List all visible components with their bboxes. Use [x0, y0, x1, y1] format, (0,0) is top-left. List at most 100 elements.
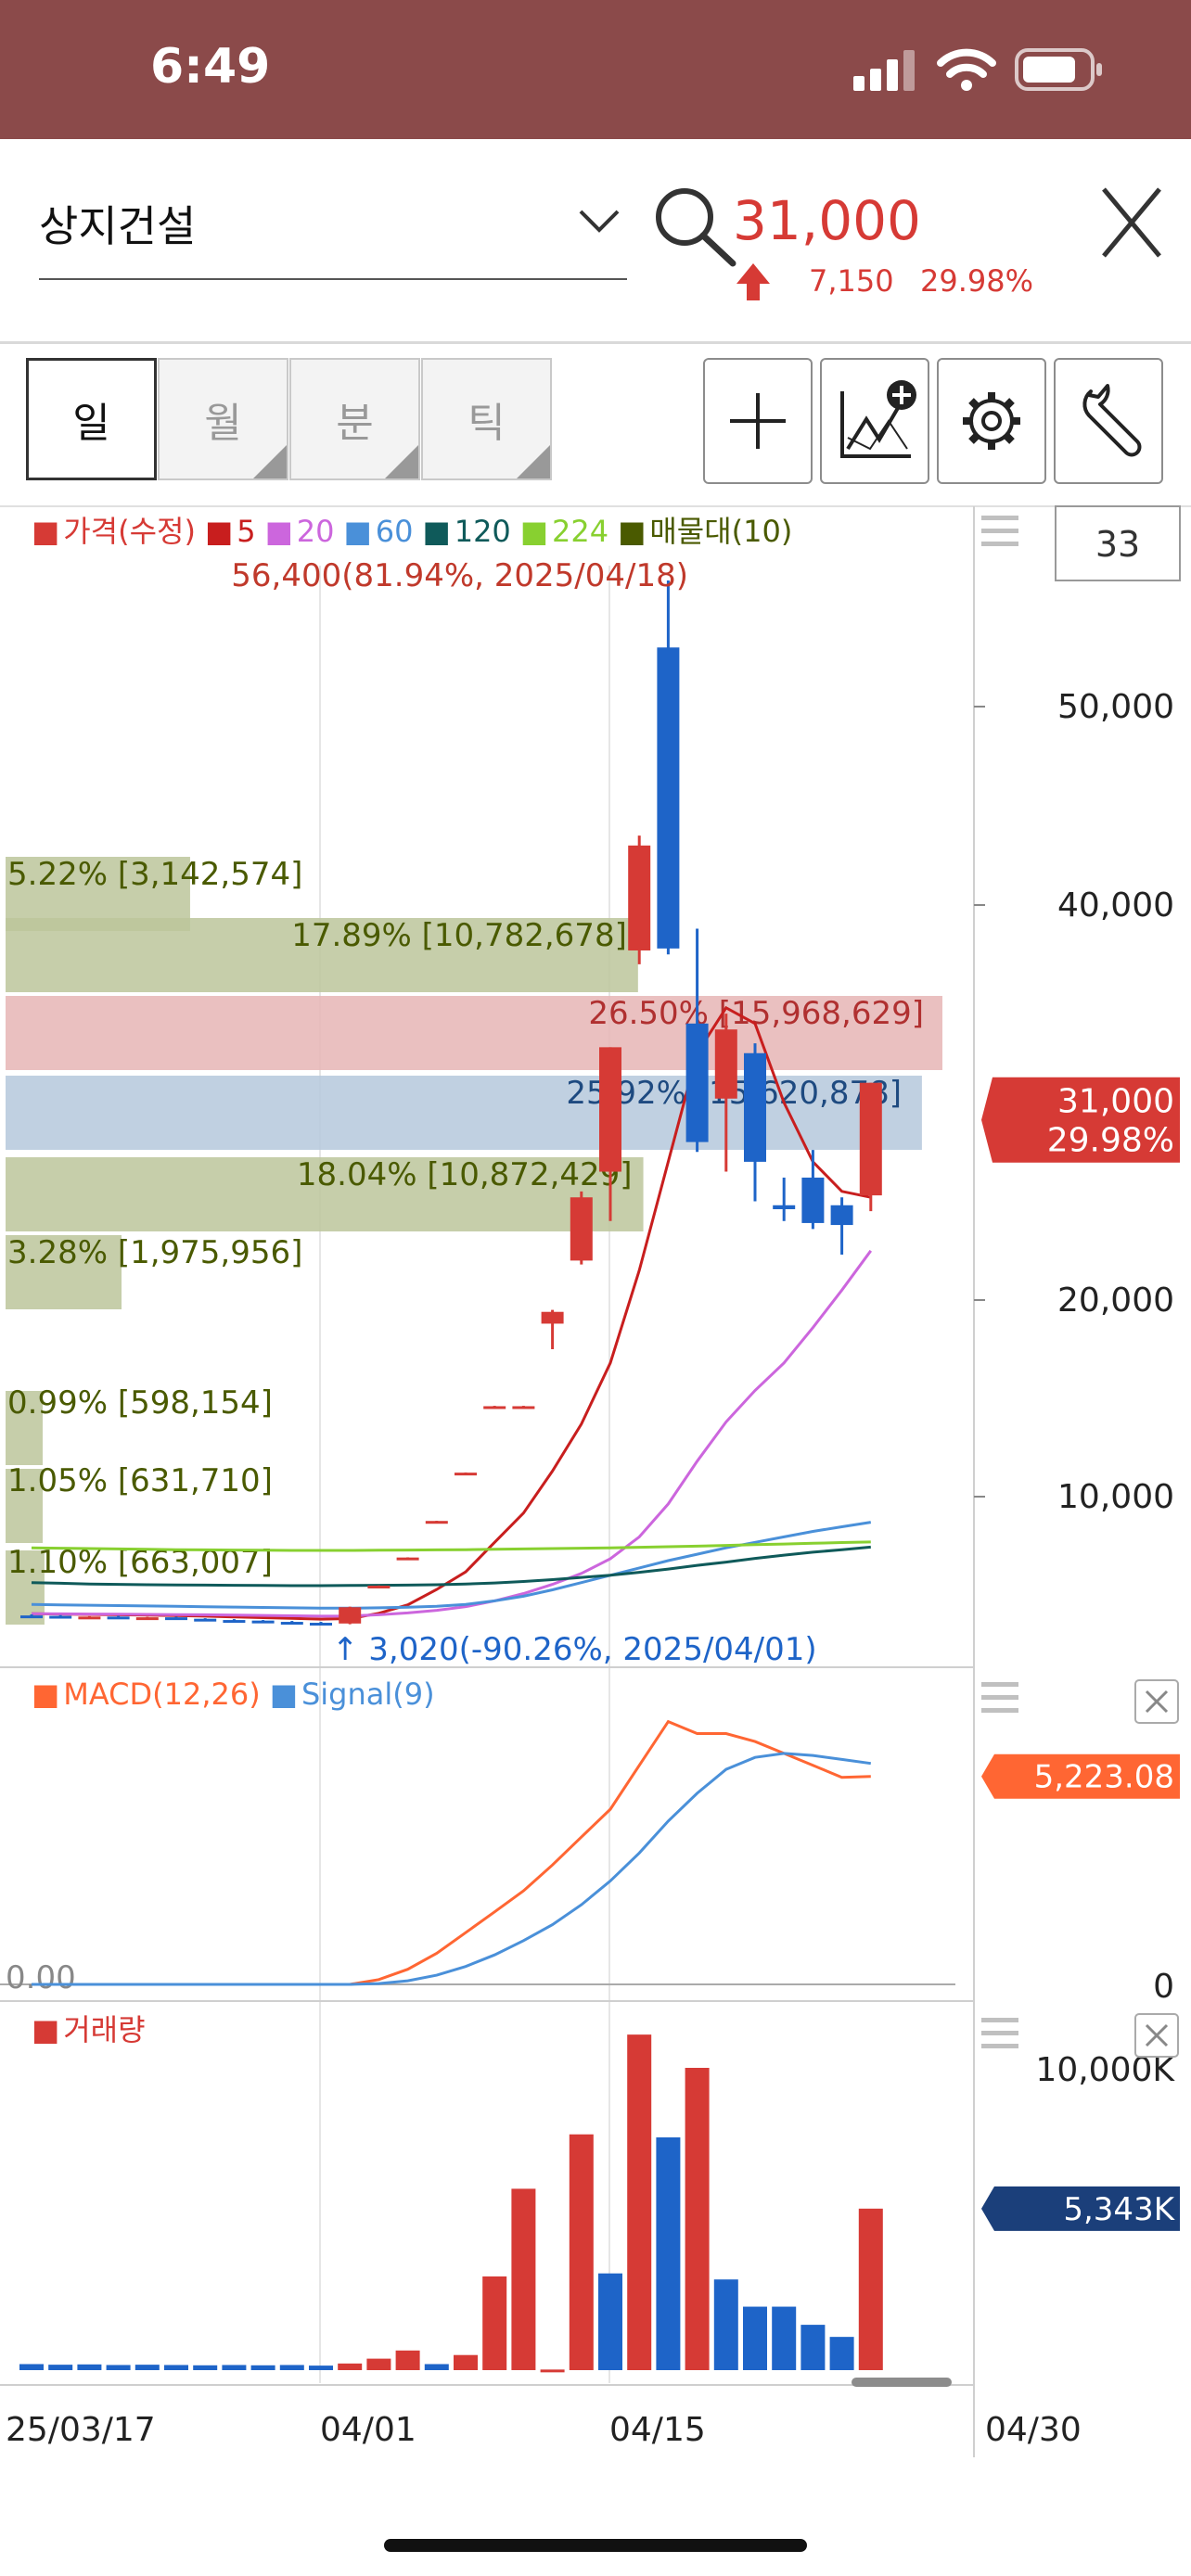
search-icon[interactable]: [651, 185, 740, 269]
volume-bar: [309, 2366, 333, 2370]
x-axis: 25/03/17 04/01 04/15 04/30: [6, 2411, 1082, 2449]
legend-swatch: ■: [344, 514, 372, 549]
candle-body: [744, 1052, 766, 1162]
legend-swatch: ■: [270, 1677, 298, 1712]
candle-body: [570, 1197, 593, 1261]
stock-header: 상지건설 31,000 7,150 29.98%: [0, 139, 1191, 344]
gear-icon: [963, 392, 1020, 450]
legend-label: 224: [552, 514, 608, 549]
wifi-icon: [937, 48, 996, 91]
chevron-down-icon[interactable]: [577, 206, 621, 236]
macd-zero-label: 0.00: [6, 1959, 76, 1996]
crosshair-button[interactable]: [703, 358, 813, 484]
tab-tick[interactable]: 틱: [421, 358, 552, 480]
ma60-line: [31, 1521, 872, 1610]
volume-profile-bar: [6, 996, 942, 1070]
legend-swatch: ■: [205, 514, 233, 549]
chart-frame: [0, 505, 1191, 2457]
volume-profile-bar: [6, 1076, 922, 1150]
wrench-icon: [1082, 384, 1142, 457]
min-price-annotation: ↑ 3,020(-90.26%, 2025/04/01): [332, 1631, 817, 1668]
volume-profile-label: 17.89% [10,782,678]: [291, 917, 627, 954]
ma120-line: [31, 1545, 871, 1588]
volume-bar: [858, 2208, 883, 2370]
visible-bars-count[interactable]: 33: [1095, 524, 1140, 565]
stock-name[interactable]: 상지건설: [39, 201, 197, 251]
volume-profile-bar: [6, 1550, 45, 1625]
price-change: 7,150: [809, 263, 894, 299]
candle-body: [107, 1616, 130, 1620]
legend-label: 거래량: [63, 2012, 145, 2047]
current-price-tag-value: 31,000: [1057, 1083, 1174, 1121]
volume-profile-label: 3.28% [1,975,956]: [7, 1234, 302, 1271]
legend-label: 60: [376, 514, 414, 549]
x-axis-label: 04/30: [985, 2411, 1082, 2449]
volume-bar: [279, 2365, 304, 2370]
close-icon[interactable]: [1098, 182, 1165, 263]
tab-day[interactable]: 일: [26, 358, 157, 480]
volume-bar: [598, 2273, 622, 2370]
moving-averages: [31, 1005, 873, 1621]
volume-bar: [164, 2365, 188, 2370]
volume-panel-handle-icon[interactable]: [981, 2018, 1018, 2048]
candle-body: [49, 1615, 72, 1619]
volume-bar: [482, 2276, 507, 2370]
legend-swatch: ■: [32, 514, 59, 549]
tools-button[interactable]: [1054, 358, 1163, 484]
macd-panel: 0.00 0 5,223.08: [0, 1719, 1180, 2006]
legend-label: 가격(수정): [63, 514, 196, 549]
x-axis-label: 25/03/17: [6, 2411, 156, 2449]
tab-minute[interactable]: 분: [289, 358, 420, 480]
candle-body: [483, 1406, 506, 1409]
ma224-line: [31, 1540, 871, 1552]
volume-legend: ■ 거래량: [32, 2012, 146, 2047]
horizontal-scrollbar[interactable]: [852, 2378, 952, 2387]
volume-current-value: 5,343K: [1063, 2191, 1175, 2228]
candle-body: [714, 1029, 737, 1099]
status-time: 6:49: [150, 39, 271, 95]
visible-bars-box[interactable]: [1055, 505, 1181, 581]
tab-month-label: 월: [204, 400, 242, 447]
crosshair-icon: [730, 393, 786, 449]
settings-button[interactable]: [937, 358, 1046, 484]
stock-name-underline: [39, 278, 627, 280]
candle-body: [135, 1617, 159, 1621]
price-tick-label: 10,000: [1057, 1478, 1174, 1516]
volume-bar: [454, 2354, 478, 2370]
price-change-pct: 29.98%: [920, 263, 1034, 299]
tab-month[interactable]: 월: [158, 358, 288, 480]
candle-body: [396, 1557, 419, 1561]
volume-bar: [250, 2365, 275, 2370]
add-indicator-button[interactable]: [820, 358, 929, 484]
legend-swatch: ■: [520, 514, 548, 549]
legend-label: MACD(12,26): [63, 1677, 261, 1712]
volume-bar: [511, 2188, 536, 2370]
macd-panel-handle-icon[interactable]: [981, 1682, 1018, 1713]
tab-tick-label: 틱: [467, 400, 506, 447]
macd-current-tag: [981, 1753, 1180, 1799]
candle-body: [512, 1406, 535, 1409]
signal-line: [32, 1752, 872, 1986]
volume-close-icon[interactable]: [1134, 2013, 1179, 2058]
volume-profile-bar: [6, 1469, 44, 1543]
candle-body: [830, 1205, 853, 1226]
volume-profile: 1.10% [663,007]1.05% [631,710]0.99% [598…: [6, 856, 942, 1625]
price-panel-handle-icon[interactable]: [981, 516, 1018, 546]
legend-swatch: ■: [618, 514, 646, 549]
candle-body: [251, 1620, 275, 1624]
volume-bar: [713, 2279, 738, 2370]
tab-day-label: 일: [72, 400, 110, 447]
candle-body: [20, 1615, 43, 1619]
volume-bar: [366, 2358, 391, 2370]
volume-bar: [222, 2365, 247, 2370]
volume-bar: [829, 2337, 854, 2370]
candle-body: [455, 1473, 477, 1476]
ma20-line: [31, 1249, 873, 1618]
volume-bar: [106, 2365, 131, 2370]
candle-body: [280, 1622, 303, 1626]
macd-close-icon[interactable]: [1134, 1679, 1179, 1724]
stock-chart[interactable]: 1.10% [663,007]1.05% [631,710]0.99% [598…: [0, 501, 1191, 2467]
price-tick-label: 50,000: [1057, 688, 1174, 726]
current-price-tag-pct: 29.98%: [1047, 1122, 1174, 1160]
